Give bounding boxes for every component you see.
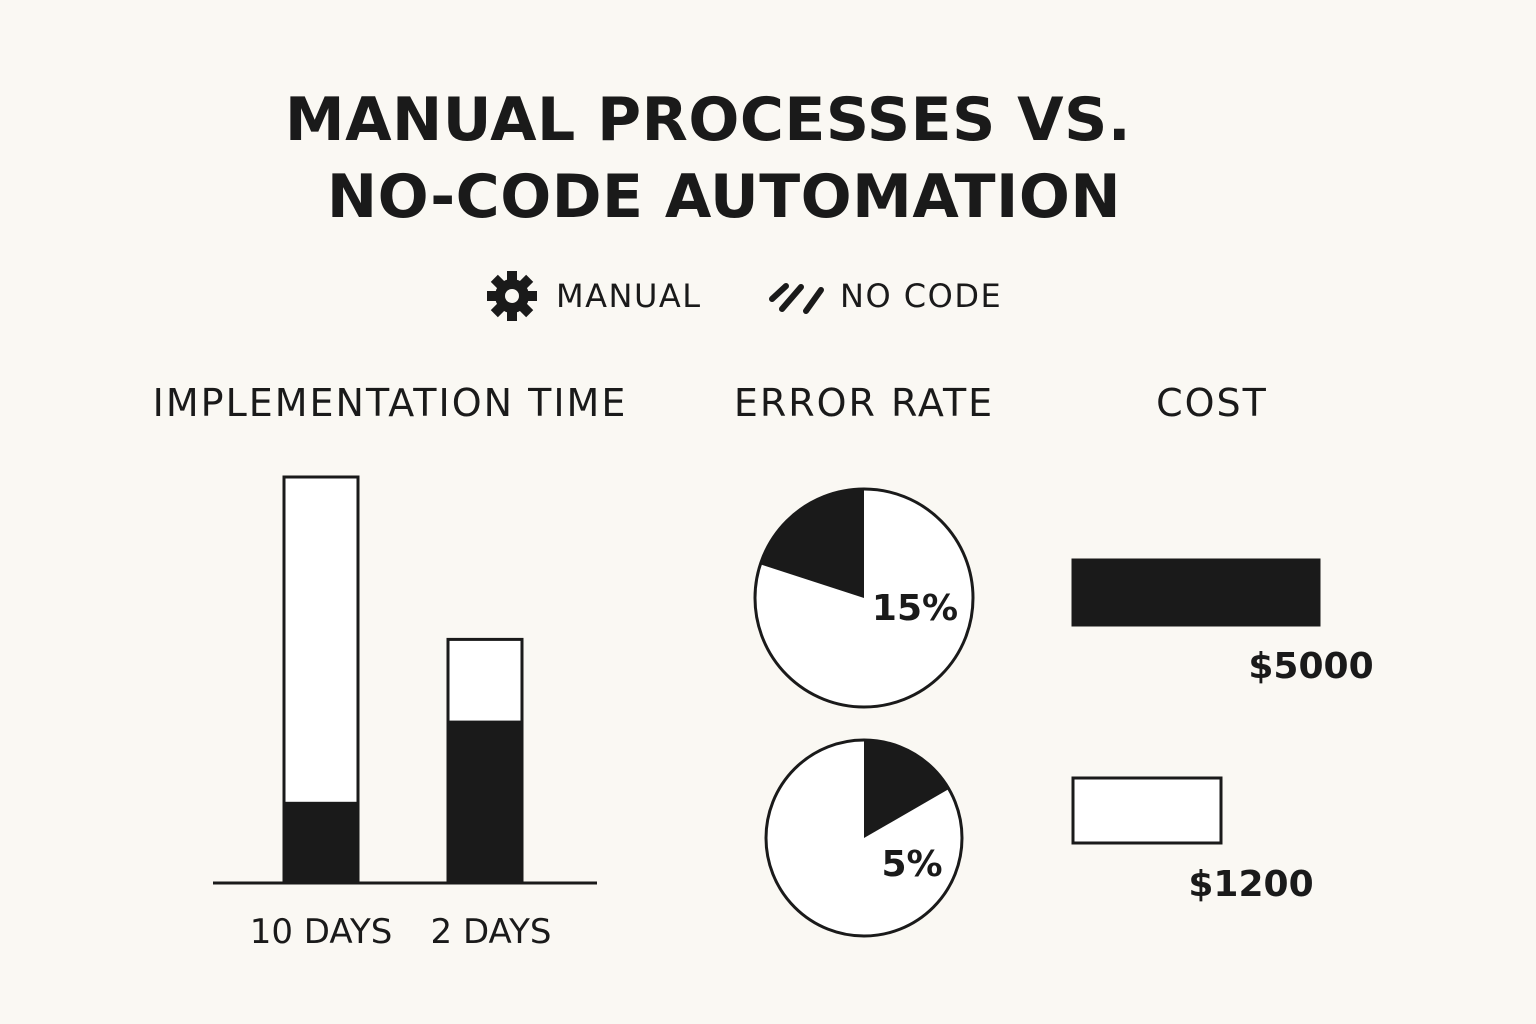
panel-title-error-rate: ERROR RATE xyxy=(734,381,994,425)
gear-icon xyxy=(487,271,537,321)
bar-fill xyxy=(284,801,358,883)
cost-chart: $5000 $1200 xyxy=(1071,558,1374,905)
title-line-1: MANUAL PROCESSES VS. xyxy=(285,85,1131,155)
cost-label-1200: $1200 xyxy=(1188,864,1313,905)
bar-fill xyxy=(448,720,522,883)
pie-label-15: 15% xyxy=(872,588,958,629)
title-line-2: NO-CODE AUTOMATION xyxy=(327,162,1121,232)
error-rate-chart: 15% 5% xyxy=(753,487,975,938)
implementation-time-chart: 10 DAYS 2 DAYS xyxy=(213,475,597,952)
panel-title-cost: COST xyxy=(1156,381,1268,425)
cost-label-5000: $5000 xyxy=(1248,646,1373,687)
pie-slice-manual xyxy=(760,489,864,598)
bar-label-2-days: 2 DAYS xyxy=(431,912,552,952)
legend-manual-label: MANUAL xyxy=(556,277,702,315)
cost-bar-manual xyxy=(1071,558,1321,627)
slashes-icon xyxy=(769,283,824,314)
bar-label-10-days: 10 DAYS xyxy=(250,912,393,952)
legend: MANUAL NO CODE xyxy=(487,271,1002,321)
legend-nocode-label: NO CODE xyxy=(840,277,1002,315)
panel-title-implementation: IMPLEMENTATION TIME xyxy=(153,381,628,425)
cost-bar-nocode xyxy=(1071,776,1223,845)
pie-slice-nocode xyxy=(864,740,949,838)
pie-label-5: 5% xyxy=(881,844,942,885)
